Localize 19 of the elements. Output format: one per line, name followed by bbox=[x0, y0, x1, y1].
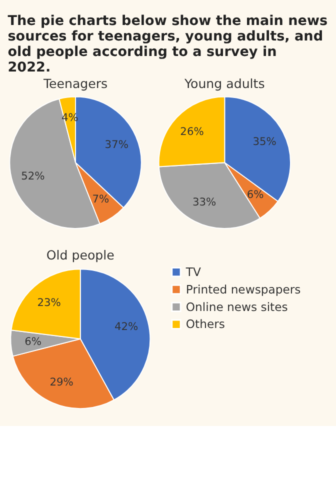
legend-label: Printed newspapers bbox=[186, 282, 301, 296]
legend-label: TV bbox=[184, 264, 202, 279]
data-label: 52% bbox=[21, 169, 45, 182]
legend-label: Others bbox=[186, 317, 225, 332]
chart-title: Old people bbox=[46, 247, 115, 262]
data-label: 33% bbox=[192, 195, 216, 208]
text: The pie charts below show the main news sources for teenagers, young adults, and old people according to a survey in 2022. bbox=[8, 13, 328, 76]
data-label: 7% bbox=[92, 192, 110, 206]
data-label: 23% bbox=[37, 296, 61, 310]
data-label: 35% bbox=[252, 135, 276, 148]
data-label: 42% bbox=[114, 320, 138, 333]
chart-title: Young adults bbox=[184, 76, 265, 92]
data-label: 37% bbox=[104, 138, 128, 151]
chart-title: Teenagers bbox=[42, 76, 108, 92]
data-label: 29% bbox=[50, 375, 74, 388]
data-label: 6% bbox=[246, 188, 264, 202]
legend-label: Online news sites bbox=[186, 300, 288, 314]
data-label: 26% bbox=[180, 124, 204, 138]
data-label: 6% bbox=[24, 334, 42, 348]
